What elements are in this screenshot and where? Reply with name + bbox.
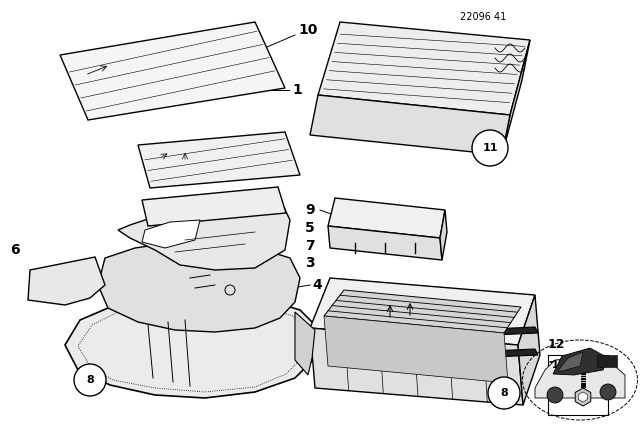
Circle shape — [577, 361, 589, 373]
Polygon shape — [142, 187, 286, 226]
Circle shape — [472, 130, 508, 166]
Polygon shape — [535, 358, 625, 398]
Polygon shape — [310, 95, 510, 155]
Polygon shape — [358, 349, 538, 363]
Text: 13: 13 — [548, 359, 565, 372]
Polygon shape — [440, 210, 447, 260]
Polygon shape — [575, 388, 591, 406]
Polygon shape — [324, 316, 508, 383]
Polygon shape — [310, 328, 523, 405]
Text: 7: 7 — [305, 239, 315, 253]
Polygon shape — [324, 290, 521, 333]
Circle shape — [600, 384, 616, 400]
Text: 1: 1 — [292, 83, 301, 97]
Text: 12: 12 — [548, 337, 566, 350]
Circle shape — [74, 364, 106, 396]
Text: 5: 5 — [305, 221, 315, 235]
Polygon shape — [142, 220, 200, 248]
Text: 10: 10 — [298, 23, 317, 37]
Polygon shape — [502, 40, 530, 155]
Text: 8: 8 — [500, 388, 508, 398]
Polygon shape — [118, 195, 290, 270]
Text: 8: 8 — [86, 375, 94, 385]
Text: 8: 8 — [552, 392, 559, 402]
Polygon shape — [310, 278, 535, 345]
Polygon shape — [553, 348, 608, 375]
Text: 3: 3 — [305, 256, 315, 270]
Text: 11: 11 — [552, 360, 566, 370]
Circle shape — [547, 387, 563, 403]
Polygon shape — [98, 242, 300, 332]
Polygon shape — [138, 132, 300, 188]
Polygon shape — [295, 312, 315, 375]
Polygon shape — [328, 198, 445, 238]
Text: 9: 9 — [305, 203, 315, 217]
Text: 11: 11 — [483, 143, 498, 153]
Text: 2: 2 — [340, 353, 349, 367]
Text: 4: 4 — [312, 278, 322, 292]
Polygon shape — [328, 226, 442, 260]
Circle shape — [488, 377, 520, 409]
Polygon shape — [558, 352, 583, 371]
Bar — [597, 355, 617, 367]
Text: 6: 6 — [10, 243, 20, 257]
Text: 22096 41: 22096 41 — [460, 12, 506, 22]
Polygon shape — [60, 22, 285, 120]
Polygon shape — [518, 295, 540, 405]
Polygon shape — [28, 257, 105, 305]
Polygon shape — [579, 392, 588, 402]
Polygon shape — [358, 327, 538, 341]
Polygon shape — [318, 22, 530, 115]
Polygon shape — [65, 295, 320, 398]
